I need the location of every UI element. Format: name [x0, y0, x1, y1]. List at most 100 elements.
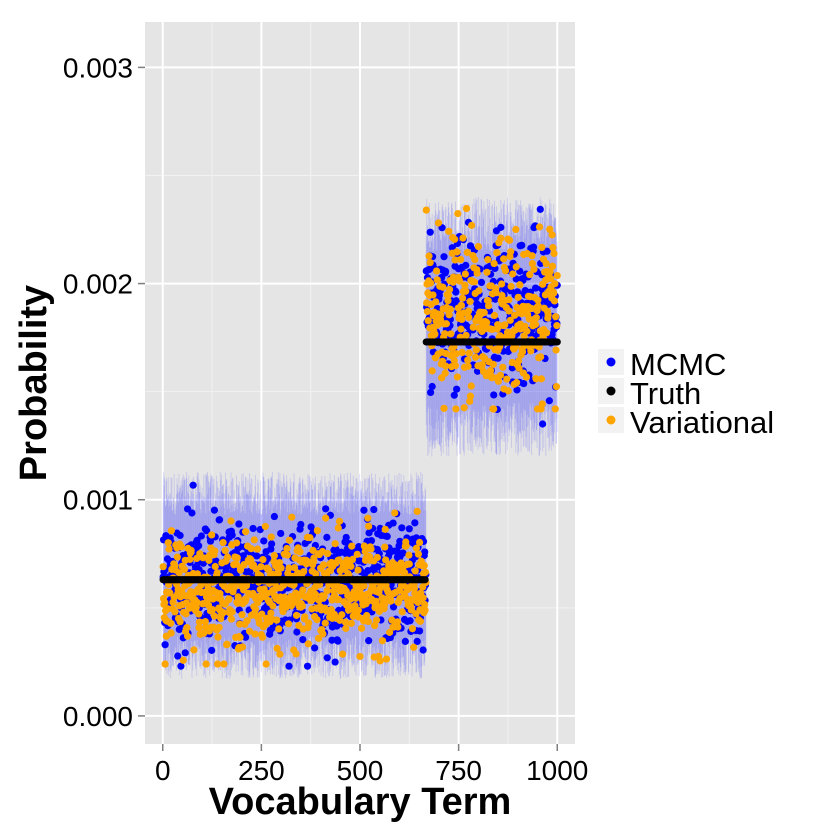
- point-mcmc: [490, 391, 498, 399]
- point-variational: [441, 369, 449, 377]
- point-mcmc: [452, 297, 460, 305]
- point-mcmc: [442, 267, 450, 275]
- point-variational: [501, 267, 510, 275]
- point-variational: [462, 331, 470, 340]
- point-mcmc: [303, 662, 312, 670]
- legend: MCMC Truth Variational: [598, 347, 774, 440]
- point-mcmc: [411, 519, 419, 527]
- point-variational: [353, 550, 361, 558]
- point-variational: [176, 618, 184, 626]
- point-mcmc: [401, 637, 409, 646]
- y-axis-title: Probability: [13, 285, 55, 481]
- point-variational: [355, 613, 363, 621]
- point-truth: [553, 338, 561, 346]
- point-variational: [220, 660, 228, 668]
- x-tick-label: 250: [238, 755, 285, 786]
- point-variational: [233, 554, 241, 562]
- point-variational: [342, 624, 350, 633]
- point-variational: [321, 619, 329, 627]
- point-variational: [213, 660, 222, 668]
- point-variational: [514, 293, 522, 301]
- point-variational: [361, 547, 369, 556]
- point-variational: [452, 350, 460, 358]
- point-variational: [433, 276, 441, 284]
- point-mcmc: [270, 512, 278, 521]
- point-variational: [444, 291, 452, 300]
- point-variational: [466, 392, 475, 400]
- point-variational: [319, 630, 327, 638]
- point-variational: [432, 298, 440, 306]
- point-variational: [219, 538, 227, 547]
- point-variational: [544, 311, 552, 319]
- point-variational: [449, 273, 458, 281]
- point-variational: [347, 619, 355, 627]
- point-mcmc: [389, 603, 398, 611]
- point-mcmc: [323, 654, 331, 662]
- point-variational: [405, 560, 413, 568]
- point-variational: [385, 628, 394, 636]
- point-variational: [496, 371, 505, 379]
- point-variational: [322, 514, 330, 522]
- point-variational: [398, 608, 406, 616]
- point-mcmc: [513, 288, 522, 296]
- point-variational: [523, 327, 531, 335]
- point-variational: [446, 305, 454, 313]
- point-variational: [432, 267, 441, 275]
- point-variational: [553, 321, 561, 330]
- point-variational: [258, 610, 266, 618]
- point-variational: [347, 562, 355, 570]
- point-variational: [324, 549, 332, 558]
- point-variational: [372, 616, 381, 624]
- point-variational: [499, 255, 508, 263]
- point-variational: [549, 244, 557, 252]
- point-variational: [414, 550, 422, 558]
- point-variational: [535, 223, 544, 231]
- point-variational: [258, 633, 267, 641]
- point-variational: [468, 221, 476, 229]
- point-variational: [221, 546, 229, 555]
- point-variational: [236, 633, 244, 641]
- point-variational: [515, 364, 523, 372]
- point-variational: [528, 252, 536, 260]
- point-variational: [211, 562, 219, 571]
- point-variational: [365, 522, 373, 530]
- point-mcmc: [235, 520, 243, 528]
- point-variational: [412, 544, 421, 552]
- point-variational: [461, 281, 469, 289]
- point-variational: [434, 219, 443, 227]
- point-variational: [167, 619, 175, 627]
- x-axis-title: Vocabulary Term: [209, 781, 512, 823]
- point-variational: [402, 542, 410, 550]
- point-variational: [548, 262, 557, 270]
- point-variational: [367, 545, 375, 553]
- point-variational: [348, 542, 356, 550]
- point-variational: [393, 618, 402, 626]
- point-mcmc: [426, 228, 434, 236]
- y-tick-label: 0.000: [63, 701, 133, 732]
- point-variational: [458, 294, 467, 302]
- point-variational: [514, 357, 523, 365]
- point-variational: [211, 547, 219, 555]
- point-variational: [429, 291, 437, 299]
- point-variational: [531, 320, 540, 329]
- point-mcmc: [307, 523, 315, 531]
- point-variational: [542, 259, 550, 268]
- point-variational: [464, 307, 473, 315]
- point-variational: [410, 643, 418, 651]
- point-variational: [276, 650, 284, 658]
- point-variational: [171, 608, 179, 616]
- point-mcmc: [334, 637, 342, 645]
- point-variational: [452, 405, 460, 413]
- point-variational: [483, 318, 491, 327]
- point-variational: [457, 325, 465, 333]
- point-variational: [474, 242, 482, 251]
- point-variational: [485, 302, 493, 310]
- point-variational: [405, 551, 413, 559]
- point-mcmc: [406, 617, 414, 625]
- point-mcmc: [399, 549, 407, 557]
- point-variational: [348, 555, 357, 564]
- point-variational: [380, 600, 389, 609]
- point-variational: [177, 543, 185, 551]
- point-mcmc: [311, 644, 319, 652]
- point-variational: [209, 595, 217, 603]
